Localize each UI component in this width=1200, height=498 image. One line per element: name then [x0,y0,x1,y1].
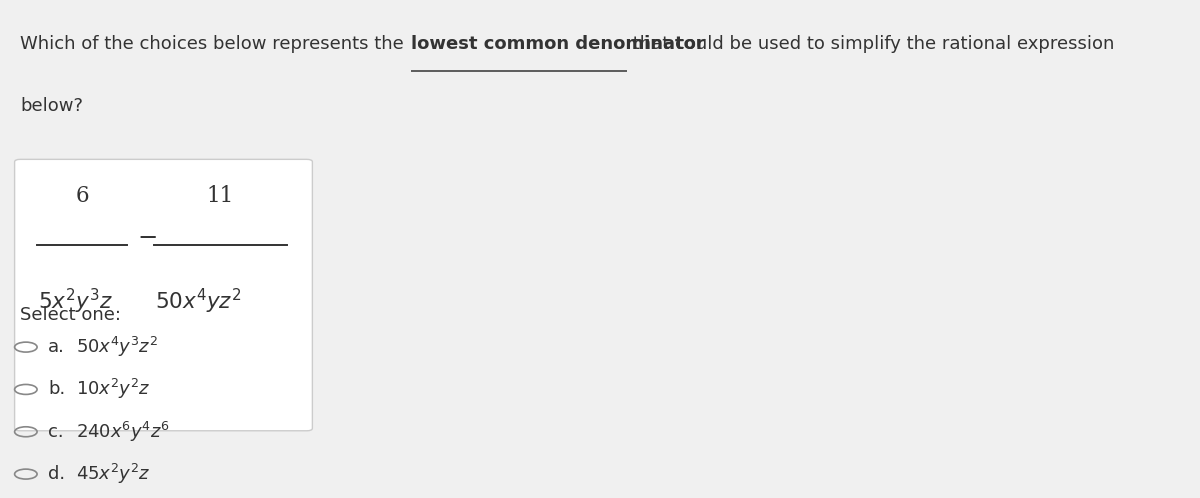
Text: Select one:: Select one: [20,306,121,324]
Text: $10x^2y^2z$: $10x^2y^2z$ [77,377,151,401]
Text: a.: a. [48,338,65,356]
Text: that could be used to simplify the rational expression: that could be used to simplify the ratio… [628,35,1115,53]
Text: Which of the choices below represents the: Which of the choices below represents th… [20,35,409,53]
Text: c.: c. [48,423,64,441]
Text: $45x^2y^2z$: $45x^2y^2z$ [77,462,151,486]
Text: d.: d. [48,465,66,483]
Text: 11: 11 [206,185,234,207]
Text: below?: below? [20,97,83,115]
Text: $5x^2y^3z$: $5x^2y^3z$ [38,286,113,316]
Text: b.: b. [48,380,66,398]
Text: $50x^4y^3z^2$: $50x^4y^3z^2$ [77,335,158,359]
Text: 6: 6 [76,185,89,207]
Text: $50x^4yz^2$: $50x^4yz^2$ [155,286,241,316]
Text: $240x^6y^4z^6$: $240x^6y^4z^6$ [77,420,170,444]
Text: −: − [137,226,157,249]
Text: lowest common denominator: lowest common denominator [412,35,706,53]
FancyBboxPatch shape [14,159,312,431]
